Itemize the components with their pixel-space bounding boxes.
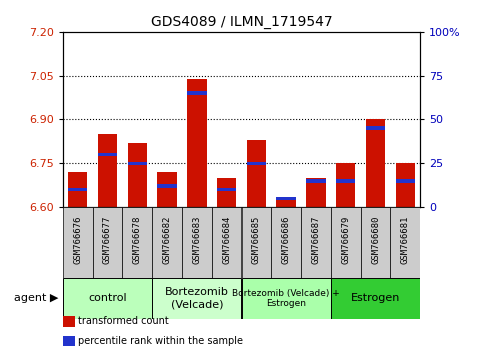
Bar <box>336 179 355 183</box>
Bar <box>212 207 242 278</box>
Text: agent ▶: agent ▶ <box>14 293 58 303</box>
Text: transformed count: transformed count <box>78 316 169 326</box>
Bar <box>366 119 385 207</box>
Bar <box>390 207 420 278</box>
Bar <box>128 143 147 207</box>
Bar <box>217 188 236 191</box>
Bar <box>93 207 122 278</box>
Text: GSM766677: GSM766677 <box>103 216 112 264</box>
Bar <box>306 179 326 183</box>
Bar <box>157 172 177 207</box>
Bar <box>68 188 87 191</box>
Text: GSM766687: GSM766687 <box>312 216 320 264</box>
Bar <box>276 196 296 200</box>
Bar <box>331 278 420 319</box>
Bar <box>301 207 331 278</box>
Bar <box>242 278 331 319</box>
Bar <box>187 79 207 207</box>
Text: GSM766682: GSM766682 <box>163 216 171 264</box>
Bar <box>331 207 361 278</box>
Title: GDS4089 / ILMN_1719547: GDS4089 / ILMN_1719547 <box>151 16 332 29</box>
Bar <box>242 207 271 278</box>
Bar <box>396 179 415 183</box>
Bar <box>306 178 326 207</box>
Bar <box>247 140 266 207</box>
Bar <box>182 207 212 278</box>
Bar <box>361 207 390 278</box>
Bar <box>98 153 117 156</box>
Bar <box>122 207 152 278</box>
Text: GSM766681: GSM766681 <box>401 216 410 264</box>
Text: GSM766678: GSM766678 <box>133 216 142 264</box>
Bar <box>366 126 385 130</box>
Text: GSM766685: GSM766685 <box>252 216 261 264</box>
Text: GSM766686: GSM766686 <box>282 216 291 264</box>
Bar <box>396 163 415 207</box>
Bar <box>98 134 117 207</box>
Text: Estrogen: Estrogen <box>351 293 400 303</box>
Text: percentile rank within the sample: percentile rank within the sample <box>78 336 243 346</box>
Bar <box>68 172 87 207</box>
Bar <box>63 278 152 319</box>
Bar <box>271 207 301 278</box>
Text: Bortezomib (Velcade) +
Estrogen: Bortezomib (Velcade) + Estrogen <box>232 289 340 308</box>
Text: GSM766684: GSM766684 <box>222 216 231 264</box>
Bar <box>157 184 177 188</box>
Bar <box>128 161 147 165</box>
Text: GSM766680: GSM766680 <box>371 216 380 264</box>
Text: GSM766683: GSM766683 <box>192 216 201 264</box>
Bar <box>217 178 236 207</box>
Text: GSM766676: GSM766676 <box>73 216 82 264</box>
Text: Bortezomib
(Velcade): Bortezomib (Velcade) <box>165 287 229 309</box>
Text: GSM766679: GSM766679 <box>341 216 350 264</box>
Bar <box>276 198 296 207</box>
Bar <box>247 161 266 165</box>
Bar <box>187 91 207 95</box>
Bar <box>152 278 242 319</box>
Bar <box>152 207 182 278</box>
Bar <box>336 163 355 207</box>
Text: control: control <box>88 293 127 303</box>
Bar <box>63 207 93 278</box>
